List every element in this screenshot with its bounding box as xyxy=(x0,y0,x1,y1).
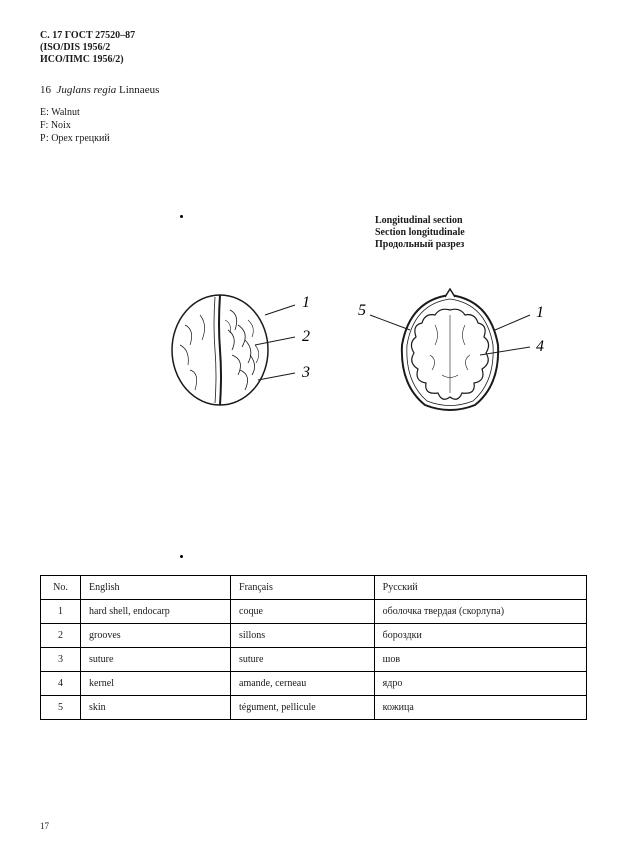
species-heading: 16 Juglans regia Linnaeus xyxy=(40,84,587,96)
cell-en: kernel xyxy=(81,672,231,696)
ext-label-2: 2 xyxy=(302,328,310,345)
cell-ru: кожица xyxy=(374,696,586,720)
common-names: E: Walnut F: Noix Р: Орех грецкий xyxy=(40,106,587,145)
cell-fr: suture xyxy=(231,648,375,672)
cell-ru: бороздки xyxy=(374,624,586,648)
table-row: 3 suture suture шов xyxy=(41,648,587,672)
cell-en: suture xyxy=(81,648,231,672)
ext-label-3: 3 xyxy=(301,364,310,381)
cell-no: 2 xyxy=(41,624,81,648)
table-row: 5 skin tégument, pellicule кожица xyxy=(41,696,587,720)
table-row: 4 kernel amande, cerneau ядро xyxy=(41,672,587,696)
cell-ru: шов xyxy=(374,648,586,672)
cell-fr: tégument, pellicule xyxy=(231,696,375,720)
name-russian: Р: Орех грецкий xyxy=(40,132,587,145)
page-number: 17 xyxy=(40,821,49,831)
sec-label-4: 4 xyxy=(536,338,544,355)
cell-fr: sillons xyxy=(231,624,375,648)
header-line3: ИСО/ПМС 1956/2) xyxy=(40,54,587,66)
th-francais: Français xyxy=(231,576,375,600)
table-row: 1 hard shell, endocarp coque оболочка тв… xyxy=(41,600,587,624)
cell-no: 1 xyxy=(41,600,81,624)
cell-en: skin xyxy=(81,696,231,720)
walnut-external-svg: 1 2 3 xyxy=(160,275,330,425)
section-caption: Longitudinal section Section longitudina… xyxy=(375,215,465,251)
species-latin: Juglans regia xyxy=(57,84,117,96)
header-line2: (ISO/DIS 1956/2 xyxy=(40,42,587,54)
cell-no: 5 xyxy=(41,696,81,720)
ext-label-1: 1 xyxy=(302,294,310,311)
table-header-row: No. English Français Русский xyxy=(41,576,587,600)
cell-no: 4 xyxy=(41,672,81,696)
walnut-section-svg: 5 1 4 xyxy=(350,275,550,425)
name-french: F: Noix xyxy=(40,119,587,132)
cell-no: 3 xyxy=(41,648,81,672)
cell-fr: coque xyxy=(231,600,375,624)
species-number: 16 xyxy=(40,84,51,96)
cell-ru: ядро xyxy=(374,672,586,696)
th-russian: Русский xyxy=(374,576,586,600)
name-english: E: Walnut xyxy=(40,106,587,119)
cell-ru: оболочка твердая (скорлупа) xyxy=(374,600,586,624)
caption-en: Longitudinal section xyxy=(375,215,465,227)
header-line1: С. 17 ГОСТ 27520–87 xyxy=(40,30,587,42)
doc-header: С. 17 ГОСТ 27520–87 (ISO/DIS 1956/2 ИСО/… xyxy=(40,30,587,66)
table-row: 2 grooves sillons бороздки xyxy=(41,624,587,648)
sec-label-1: 1 xyxy=(536,304,544,321)
th-no: No. xyxy=(41,576,81,600)
figure-area: Longitudinal section Section longitudina… xyxy=(40,215,587,515)
sec-label-5: 5 xyxy=(358,302,366,319)
cell-en: hard shell, endocarp xyxy=(81,600,231,624)
species-author: Linnaeus xyxy=(119,84,159,96)
caption-ru: Продольный разрез xyxy=(375,239,465,251)
cell-fr: amande, cerneau xyxy=(231,672,375,696)
cell-en: grooves xyxy=(81,624,231,648)
terminology-table: No. English Français Русский 1 hard shel… xyxy=(40,575,587,720)
th-english: English xyxy=(81,576,231,600)
stray-dot-2 xyxy=(180,555,183,558)
caption-fr: Section longitudinale xyxy=(375,227,465,239)
